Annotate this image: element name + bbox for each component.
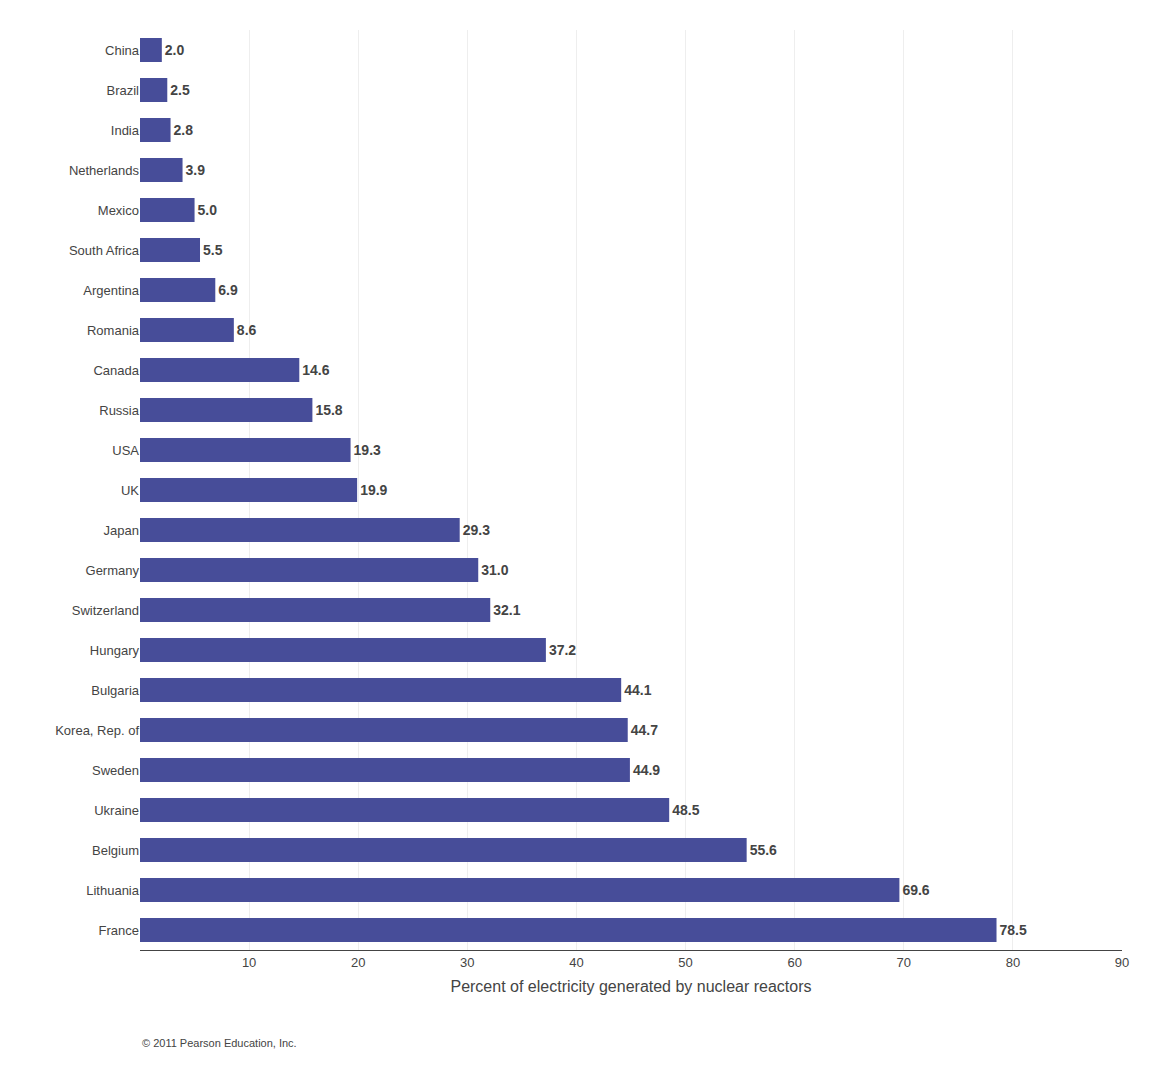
svg-text:19.3: 19.3 <box>354 442 381 458</box>
svg-text:Sweden: Sweden <box>92 763 139 778</box>
svg-text:2.5: 2.5 <box>170 82 190 98</box>
svg-text:90: 90 <box>1115 955 1129 970</box>
svg-text:Russia: Russia <box>99 403 140 418</box>
svg-text:Germany: Germany <box>86 563 140 578</box>
svg-text:Japan: Japan <box>104 523 139 538</box>
svg-text:Canada: Canada <box>93 363 139 378</box>
svg-text:China: China <box>105 43 140 58</box>
svg-text:Lithuania: Lithuania <box>86 883 140 898</box>
svg-text:Romania: Romania <box>87 323 140 338</box>
svg-text:10: 10 <box>242 955 256 970</box>
svg-text:19.9: 19.9 <box>360 482 387 498</box>
svg-text:Bulgaria: Bulgaria <box>91 683 139 698</box>
svg-text:60: 60 <box>787 955 801 970</box>
svg-text:44.9: 44.9 <box>633 762 660 778</box>
svg-text:Brazil: Brazil <box>106 83 139 98</box>
svg-text:Percent of electricity generat: Percent of electricity generated by nucl… <box>450 978 811 995</box>
svg-text:50: 50 <box>678 955 692 970</box>
svg-text:29.3: 29.3 <box>463 522 490 538</box>
svg-text:2.8: 2.8 <box>174 122 194 138</box>
svg-text:Argentina: Argentina <box>83 283 139 298</box>
svg-text:30: 30 <box>460 955 474 970</box>
svg-text:Switzerland: Switzerland <box>72 603 139 618</box>
svg-text:20: 20 <box>351 955 365 970</box>
svg-text:78.5: 78.5 <box>1000 922 1027 938</box>
svg-text:3.9: 3.9 <box>186 162 206 178</box>
svg-text:55.6: 55.6 <box>750 842 777 858</box>
svg-text:6.9: 6.9 <box>218 282 238 298</box>
svg-text:Korea, Rep. of: Korea, Rep. of <box>55 723 139 738</box>
svg-text:Hungary: Hungary <box>90 643 140 658</box>
svg-text:South Africa: South Africa <box>69 243 140 258</box>
svg-text:USA: USA <box>112 443 139 458</box>
svg-text:37.2: 37.2 <box>549 642 576 658</box>
svg-text:44.7: 44.7 <box>631 722 658 738</box>
svg-text:Belgium: Belgium <box>92 843 139 858</box>
svg-text:5.5: 5.5 <box>203 242 223 258</box>
svg-text:Ukraine: Ukraine <box>94 803 139 818</box>
svg-text:31.0: 31.0 <box>481 562 508 578</box>
svg-text:2.0: 2.0 <box>165 42 185 58</box>
svg-text:UK: UK <box>121 483 139 498</box>
svg-text:8.6: 8.6 <box>237 322 257 338</box>
svg-text:48.5: 48.5 <box>672 802 699 818</box>
svg-text:70: 70 <box>897 955 911 970</box>
svg-text:69.6: 69.6 <box>902 882 929 898</box>
svg-text:14.6: 14.6 <box>302 362 329 378</box>
svg-text:India: India <box>111 123 140 138</box>
svg-text:© 2011 Pearson Education, Inc.: © 2011 Pearson Education, Inc. <box>142 1037 297 1049</box>
svg-text:5.0: 5.0 <box>198 202 218 218</box>
svg-text:15.8: 15.8 <box>315 402 342 418</box>
svg-text:40: 40 <box>569 955 583 970</box>
svg-text:Mexico: Mexico <box>98 203 139 218</box>
svg-text:France: France <box>99 923 139 938</box>
svg-text:Netherlands: Netherlands <box>69 163 140 178</box>
svg-text:32.1: 32.1 <box>493 602 520 618</box>
svg-text:44.1: 44.1 <box>624 682 651 698</box>
svg-text:80: 80 <box>1006 955 1020 970</box>
